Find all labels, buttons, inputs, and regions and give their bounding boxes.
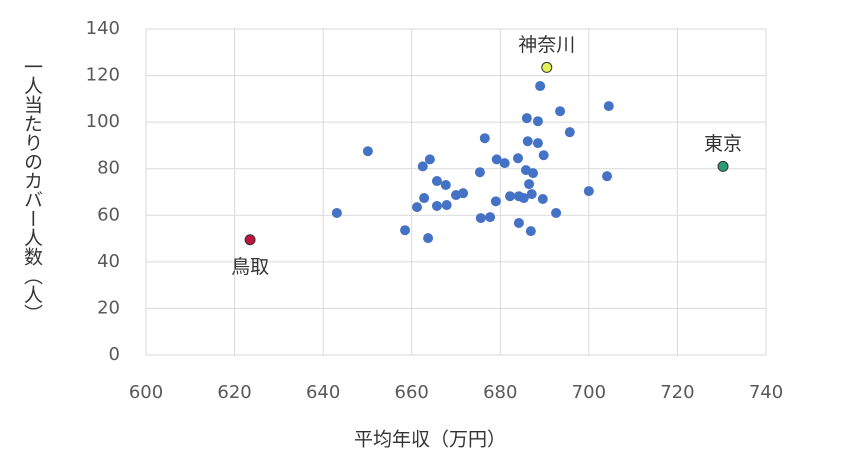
point — [417, 161, 428, 172]
point — [491, 154, 502, 165]
point — [458, 188, 469, 199]
point — [537, 193, 548, 204]
x-tick-label: 680 — [483, 382, 517, 403]
point — [423, 233, 434, 244]
point — [400, 225, 411, 236]
point-label: 鳥取 — [231, 256, 269, 278]
point-label: 神奈川 — [518, 34, 575, 56]
point — [505, 191, 516, 202]
point — [362, 146, 373, 157]
point — [490, 196, 501, 207]
point — [499, 158, 510, 169]
y-tick-label: 80 — [97, 158, 120, 179]
x-tick-label: 600 — [129, 382, 163, 403]
x-tick-label: 720 — [660, 382, 694, 403]
point-label: 東京 — [704, 133, 742, 155]
point — [524, 179, 535, 190]
point — [541, 61, 553, 73]
y-tick-label: 60 — [97, 204, 120, 225]
y-tick-label: 100 — [86, 111, 120, 132]
point — [479, 133, 490, 144]
point — [583, 186, 594, 197]
point — [528, 168, 539, 179]
point — [603, 101, 614, 112]
point — [244, 234, 256, 246]
point — [419, 193, 430, 204]
point — [513, 217, 524, 228]
x-tick-label: 620 — [217, 382, 251, 403]
y-tick-label: 20 — [97, 297, 120, 318]
y-tick-label: 40 — [97, 251, 120, 272]
point — [521, 113, 532, 124]
point — [526, 189, 537, 200]
point — [564, 127, 575, 138]
point — [538, 150, 549, 161]
point — [535, 81, 546, 92]
y-tick-label: 0 — [109, 344, 120, 365]
point — [532, 116, 543, 127]
point — [424, 154, 435, 165]
y-axis-title: 一人当たりのカバー人数（人） — [21, 57, 43, 323]
point — [555, 106, 566, 117]
point — [532, 138, 543, 149]
point — [475, 213, 486, 224]
y-tick-label: 120 — [86, 65, 120, 86]
point — [513, 153, 523, 164]
point — [431, 176, 442, 187]
point — [412, 202, 423, 213]
x-tick-label: 640 — [306, 382, 340, 403]
point — [602, 171, 613, 182]
point — [331, 207, 342, 218]
point — [474, 167, 485, 178]
point — [518, 193, 529, 204]
point — [485, 212, 496, 223]
point — [717, 160, 729, 172]
point — [441, 200, 452, 211]
x-axis-title: 平均年収（万円） — [354, 429, 506, 451]
point — [440, 180, 451, 191]
x-tick-label: 740 — [749, 382, 783, 403]
x-tick-label: 660 — [395, 382, 429, 403]
point — [522, 136, 533, 147]
point — [551, 207, 562, 218]
x-tick-label: 700 — [572, 382, 606, 403]
point — [431, 200, 442, 211]
point — [525, 226, 536, 237]
y-tick-label: 140 — [86, 18, 120, 39]
